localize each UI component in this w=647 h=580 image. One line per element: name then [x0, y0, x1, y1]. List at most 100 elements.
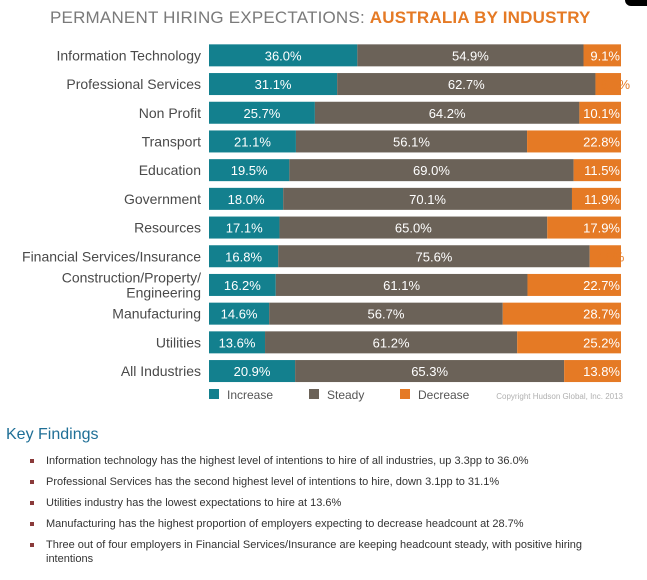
- bar-segment-steady: [337, 73, 596, 96]
- bar-segment-decrease: [547, 216, 621, 239]
- data-label: 6.2%: [600, 77, 630, 92]
- bar-segment-steady: [269, 302, 503, 325]
- data-label: 16.8%: [225, 249, 262, 264]
- data-label: 9.1%: [590, 48, 620, 63]
- data-label: 7.6%: [595, 249, 625, 264]
- bar-segment-steady: [275, 273, 528, 296]
- finding-text: Three out of four employers in Financial…: [46, 539, 583, 565]
- data-label: 13.6%: [219, 335, 256, 350]
- data-label: 17.1%: [226, 221, 263, 236]
- data-label: 13.8%: [583, 364, 620, 379]
- bullet-icon: [30, 543, 34, 547]
- bullet-icon: [30, 480, 34, 484]
- chart-title-accent: AUSTRALIA BY INDUSTRY: [369, 8, 591, 27]
- data-label: 56.1%: [393, 134, 430, 149]
- copyright-note: Copyright Hudson Global, Inc. 2013: [496, 392, 623, 401]
- finding-item: Information technology has the highest l…: [30, 454, 616, 468]
- data-label: 22.7%: [583, 278, 620, 293]
- finding-item: Manufacturing has the highest proportion…: [30, 517, 616, 531]
- bar-segment-decrease: [502, 302, 621, 325]
- category-label: Resources: [134, 220, 201, 236]
- legend-label-decrease: Decrease: [418, 388, 470, 402]
- bar-segment-steady: [289, 159, 574, 182]
- finding-text: Manufacturing has the highest proportion…: [46, 518, 524, 530]
- bar-segment-increase: [209, 73, 338, 96]
- data-label: 69.0%: [413, 163, 450, 178]
- category-label: All Industries: [121, 363, 201, 379]
- data-label: 17.9%: [583, 221, 620, 236]
- finding-text: Information technology has the highest l…: [46, 455, 529, 467]
- bullet-icon: [30, 522, 34, 526]
- category-label: Financial Services/Insurance: [22, 248, 201, 264]
- bullet-icon: [30, 501, 34, 505]
- data-label: 11.5%: [584, 163, 620, 178]
- legend-label-steady: Steady: [327, 388, 364, 402]
- category-label: Manufacturing: [112, 306, 201, 322]
- bar-segment-decrease: [583, 44, 621, 67]
- finding-text: Utilities industry has the lowest expect…: [46, 497, 342, 509]
- data-label: 25.2%: [583, 335, 620, 350]
- finding-item: Professional Services has the second hig…: [30, 475, 616, 489]
- bar-segment-decrease: [527, 273, 621, 296]
- bar-segment-increase: [209, 331, 266, 354]
- chart-title-prefix: PERMANENT HIRING EXPECTATIONS:: [50, 8, 370, 27]
- data-label: 62.7%: [448, 77, 485, 92]
- bar-segment-increase: [209, 360, 296, 383]
- category-label: Construction/Property/: [62, 269, 201, 285]
- data-label: 25.7%: [244, 106, 281, 121]
- legend-swatch-decrease: [400, 389, 410, 399]
- corner-decoration: [625, 0, 647, 6]
- data-label: 14.6%: [221, 307, 258, 322]
- bar-segment-steady: [265, 331, 518, 354]
- category-label: Transport: [142, 133, 202, 149]
- data-label: 28.7%: [583, 307, 620, 322]
- category-label: Utilities: [156, 334, 201, 350]
- category-label: Professional Services: [66, 76, 201, 92]
- bar-segment-increase: [209, 273, 276, 296]
- finding-text: Professional Services has the second hig…: [46, 476, 500, 488]
- data-label: 75.6%: [416, 249, 453, 264]
- bar-segment-increase: [209, 130, 296, 153]
- bar-segment-decrease: [589, 245, 621, 268]
- finding-item: Three out of four employers in Financial…: [30, 538, 616, 566]
- bar-segment-steady: [357, 44, 584, 67]
- category-label: Education: [139, 162, 201, 178]
- category-label: Government: [124, 191, 201, 207]
- bar-segment-decrease: [571, 187, 621, 210]
- data-label: 16.2%: [224, 278, 261, 293]
- data-label: 61.2%: [373, 335, 410, 350]
- category-label: Information Technology: [57, 47, 202, 63]
- legend-label-increase: Increase: [227, 388, 273, 402]
- stacked-bar-chart: Information Technology 36.0% 54.9% 9.1% Prof…: [22, 44, 631, 402]
- bar-segment-increase: [209, 159, 290, 182]
- data-label: 36.0%: [265, 48, 302, 63]
- data-label: 70.1%: [409, 192, 446, 207]
- data-label: 19.5%: [231, 163, 268, 178]
- bar-segment-steady: [295, 360, 565, 383]
- bar-segment-increase: [209, 216, 280, 239]
- data-label: 54.9%: [452, 48, 489, 63]
- bar-segment-steady: [314, 101, 580, 124]
- bar-segment-decrease: [595, 73, 621, 96]
- data-label: 22.8%: [583, 134, 620, 149]
- bar-segment-increase: [209, 302, 270, 325]
- data-label: 21.1%: [234, 134, 271, 149]
- category-label: Engineering: [126, 284, 201, 300]
- key-findings-list: Information technology has the highest l…: [6, 454, 626, 566]
- bar-segment-increase: [209, 245, 279, 268]
- bar-segment-steady: [283, 187, 572, 210]
- bullet-icon: [30, 459, 34, 463]
- category-label: Non Profit: [139, 105, 201, 121]
- bar-segment-steady: [295, 130, 528, 153]
- legend-swatch-increase: [209, 389, 219, 399]
- bar-segment-decrease: [579, 101, 621, 124]
- bar-segment-steady: [278, 245, 590, 268]
- data-label: 20.9%: [234, 364, 271, 379]
- bar-segment-decrease: [517, 331, 621, 354]
- data-label: 64.2%: [429, 106, 466, 121]
- data-label: 65.3%: [411, 364, 448, 379]
- bar-segment-decrease: [573, 159, 621, 182]
- bar-segment-decrease: [564, 360, 621, 383]
- finding-item: Utilities industry has the lowest expect…: [30, 496, 616, 510]
- bar-segment-steady: [279, 216, 548, 239]
